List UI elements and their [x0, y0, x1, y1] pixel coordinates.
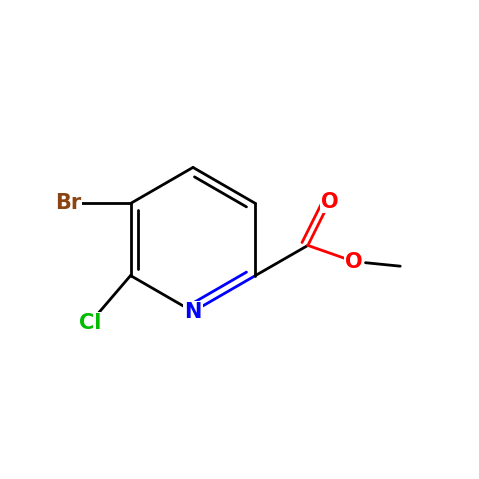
Text: O: O [345, 251, 363, 272]
Text: N: N [184, 302, 202, 321]
Text: Br: Br [55, 194, 81, 214]
Text: O: O [321, 192, 339, 212]
Text: Cl: Cl [79, 313, 101, 333]
